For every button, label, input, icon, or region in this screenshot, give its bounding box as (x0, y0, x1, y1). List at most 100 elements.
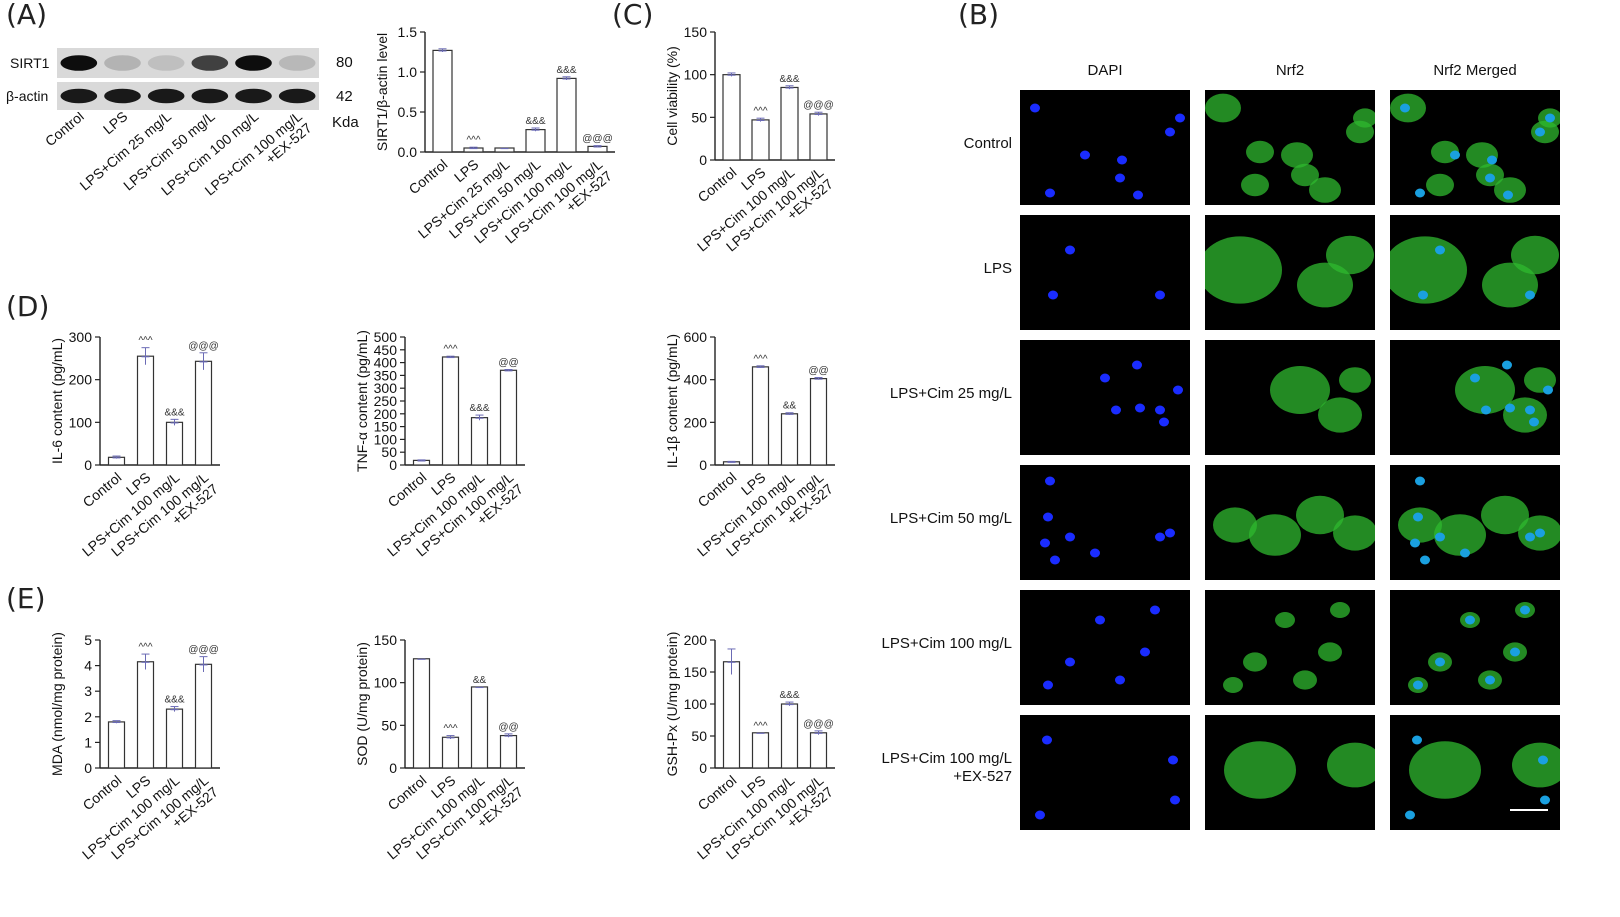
nucleus (1100, 373, 1110, 383)
significance-label: ^^^ (466, 135, 480, 146)
y-tick-label: 100 (374, 675, 398, 691)
nucleus (1485, 675, 1495, 685)
nucleus (1415, 476, 1425, 486)
cell (1434, 514, 1486, 556)
cell (1398, 507, 1442, 543)
panel-label-c: (C) (612, 0, 654, 31)
cell (1390, 236, 1467, 304)
actin-band-0 (60, 88, 98, 104)
micro-drawing (1405, 735, 1560, 820)
micro-drawing (1048, 245, 1165, 300)
micro-image-nrf2 (1205, 90, 1375, 205)
cell (1333, 515, 1375, 551)
nucleus (1505, 403, 1515, 413)
bar (165, 421, 184, 466)
micro-drawing (1040, 476, 1175, 565)
bar (194, 663, 213, 769)
y-tick-label: 0 (84, 760, 92, 776)
y-tick-label: 3 (84, 683, 92, 699)
blot-strip-actin (57, 82, 319, 110)
actin-band-3 (191, 88, 229, 104)
nucleus (1170, 795, 1180, 805)
nucleus (1545, 113, 1555, 123)
nucleus (1165, 528, 1175, 538)
nucleus (1400, 103, 1410, 113)
blot-mw-actin: 42 (336, 88, 353, 105)
bar (556, 77, 577, 153)
micro-image-merged (1390, 715, 1560, 830)
cell (1275, 612, 1295, 628)
nucleus (1115, 675, 1125, 685)
micro-image-dapi (1020, 340, 1190, 455)
nucleus (1043, 512, 1053, 522)
significance-label: @@@ (803, 719, 833, 730)
micro-image-dapi (1020, 715, 1190, 830)
y-tick-label: 300 (374, 380, 398, 396)
cell (1281, 142, 1313, 168)
bar (722, 661, 741, 769)
nucleus (1502, 360, 1512, 370)
y-tick-label: 0 (699, 457, 707, 473)
cell (1426, 173, 1454, 197)
micro-drawing (1398, 476, 1560, 565)
nucleus (1155, 290, 1165, 300)
bar (432, 49, 453, 153)
bar (194, 360, 213, 466)
cell (1223, 677, 1243, 693)
cell (1326, 235, 1374, 275)
cell (1339, 367, 1371, 393)
nucleus (1465, 615, 1475, 625)
panel-label-a: (A) (6, 0, 48, 31)
y-tick-label: 150 (684, 664, 708, 680)
nucleus (1048, 290, 1058, 300)
nucleus (1435, 532, 1445, 542)
blot-lane-label: LPS (100, 112, 131, 137)
y-tick-label: 100 (684, 67, 708, 83)
significance-label: ^^^ (443, 724, 457, 735)
actin-band-2 (147, 88, 185, 104)
significance-label: ^^^ (138, 336, 152, 347)
bar (441, 736, 460, 769)
nucleus (1159, 417, 1169, 427)
bar (809, 732, 828, 769)
significance-label: ^^^ (443, 344, 457, 355)
micro-image-nrf2 (1205, 465, 1375, 580)
significance-label: &&& (164, 407, 184, 418)
panel-label-d: (D) (6, 290, 50, 323)
nucleus (1543, 385, 1553, 395)
significance-label: ^^^ (753, 106, 767, 117)
blot-lane-label: LPS+Cim 100 mg/L+EX-527 (202, 112, 315, 210)
nucleus (1040, 538, 1050, 548)
significance-label: &&& (469, 403, 489, 414)
cell (1318, 642, 1342, 662)
y-tick-label: 2 (84, 709, 92, 725)
significance-label: ^^^ (753, 721, 767, 732)
blot-lane-label: Control (42, 112, 87, 149)
cell (1512, 742, 1560, 788)
y-tick-label: 450 (374, 342, 398, 358)
actin-band-4 (235, 88, 272, 104)
cell (1246, 140, 1274, 164)
bar (525, 128, 546, 153)
cell (1213, 507, 1257, 543)
actin-band-1 (104, 88, 141, 104)
grid-header-nrf2: Nrf2 (1275, 62, 1305, 79)
nucleus (1535, 528, 1545, 538)
y-tick-label: 1 (84, 734, 92, 750)
y-tick-label: 200 (69, 372, 93, 388)
nucleus (1080, 150, 1090, 160)
bar (499, 734, 518, 769)
blot-bands-sirt1 (60, 55, 316, 71)
grid-row-label: LPS+Cim 25 mg/L (889, 385, 1012, 402)
micro-drawing (1408, 602, 1535, 693)
nucleus (1418, 290, 1428, 300)
nucleus (1065, 245, 1075, 255)
nucleus (1485, 173, 1495, 183)
sirt1-band-5 (278, 55, 316, 71)
nucleus (1030, 103, 1040, 113)
x-tick-label: Control (695, 772, 740, 813)
nucleus (1135, 403, 1145, 413)
x-tick-label: Control (406, 156, 451, 197)
y-tick-label: 4 (84, 658, 92, 674)
